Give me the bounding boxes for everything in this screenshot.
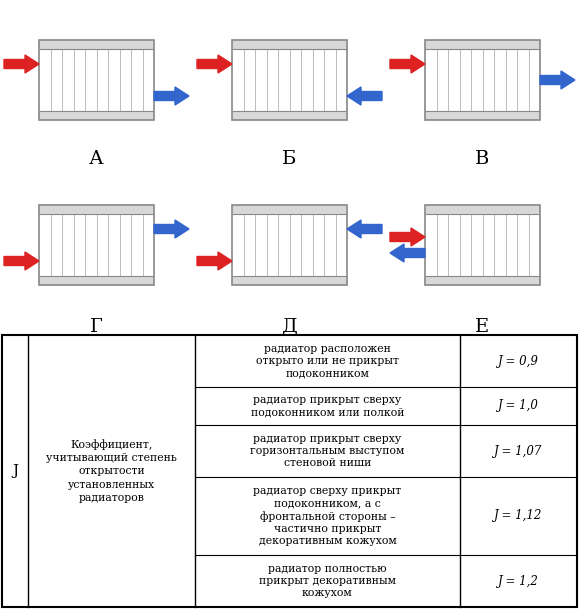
FancyArrow shape xyxy=(540,71,575,89)
Bar xyxy=(39,214,154,276)
Bar xyxy=(39,40,154,120)
Text: J = 1,2: J = 1,2 xyxy=(498,574,539,588)
Bar xyxy=(39,205,154,285)
FancyArrow shape xyxy=(197,55,232,73)
Text: радиатор расположен
открыто или не прикрыт
подоконником: радиатор расположен открыто или не прикр… xyxy=(256,343,399,378)
FancyArrow shape xyxy=(390,244,425,262)
Bar xyxy=(39,40,154,49)
FancyArrow shape xyxy=(390,228,425,246)
Bar xyxy=(39,276,154,285)
Bar xyxy=(232,49,347,111)
Text: J = 1,0: J = 1,0 xyxy=(498,400,539,412)
Text: радиатор прикрыт сверху
горизонтальным выступом
стеновой ниши: радиатор прикрыт сверху горизонтальным в… xyxy=(250,434,405,468)
Bar xyxy=(232,214,347,276)
Bar xyxy=(232,40,347,49)
Text: Б: Б xyxy=(283,150,296,168)
FancyArrow shape xyxy=(197,252,232,270)
Text: радиатор прикрыт сверху
подоконником или полкой: радиатор прикрыт сверху подоконником или… xyxy=(251,395,404,417)
FancyArrow shape xyxy=(4,252,39,270)
FancyArrow shape xyxy=(390,55,425,73)
Text: В: В xyxy=(475,150,490,168)
Text: J: J xyxy=(12,464,18,478)
Bar xyxy=(39,205,154,214)
Text: А: А xyxy=(89,150,104,168)
Bar xyxy=(39,111,154,120)
Text: J = 1,07: J = 1,07 xyxy=(494,445,543,457)
Bar xyxy=(425,40,540,49)
FancyArrow shape xyxy=(347,220,382,238)
Bar xyxy=(2,335,577,607)
Bar xyxy=(39,49,154,111)
FancyArrow shape xyxy=(347,87,382,105)
FancyArrow shape xyxy=(4,55,39,73)
Text: Коэффициент,
учитывающий степень
открытости
установленных
радиаторов: Коэффициент, учитывающий степень открыто… xyxy=(46,439,177,503)
Text: радиатор полностью
прикрыт декоративным
кожухом: радиатор полностью прикрыт декоративным … xyxy=(259,563,396,599)
Bar xyxy=(232,205,347,285)
Bar xyxy=(232,205,347,214)
Bar xyxy=(2,335,577,607)
Text: J = 1,12: J = 1,12 xyxy=(494,510,543,523)
Bar xyxy=(425,276,540,285)
Text: Е: Е xyxy=(475,318,490,336)
Bar xyxy=(425,205,540,285)
Bar xyxy=(425,49,540,111)
Text: радиатор сверху прикрыт
подоконником, а с
фронтальной стороны –
частично прикрыт: радиатор сверху прикрыт подоконником, а … xyxy=(254,486,402,546)
Text: Г: Г xyxy=(90,318,103,336)
Text: Д: Д xyxy=(281,318,298,336)
Bar xyxy=(232,276,347,285)
Bar xyxy=(232,40,347,120)
Bar xyxy=(425,111,540,120)
Bar xyxy=(425,40,540,120)
Bar xyxy=(425,205,540,214)
FancyArrow shape xyxy=(154,220,189,238)
FancyArrow shape xyxy=(154,87,189,105)
Text: J = 0,9: J = 0,9 xyxy=(498,354,539,367)
Bar xyxy=(425,214,540,276)
Bar xyxy=(232,111,347,120)
